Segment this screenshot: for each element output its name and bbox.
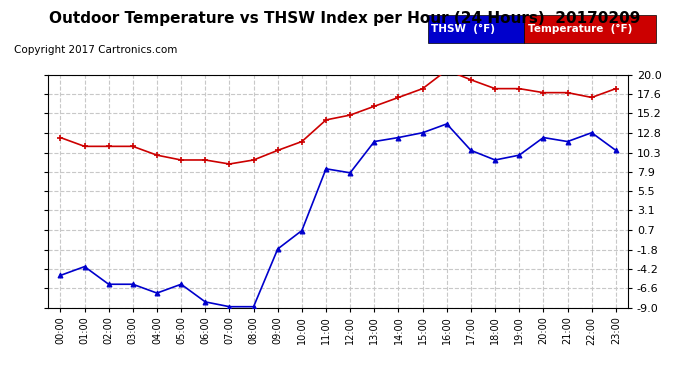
Text: Copyright 2017 Cartronics.com: Copyright 2017 Cartronics.com <box>14 45 177 55</box>
Text: Temperature  (°F): Temperature (°F) <box>528 24 632 34</box>
Text: THSW  (°F): THSW (°F) <box>431 24 495 34</box>
Text: Outdoor Temperature vs THSW Index per Hour (24 Hours)  20170209: Outdoor Temperature vs THSW Index per Ho… <box>49 11 641 26</box>
